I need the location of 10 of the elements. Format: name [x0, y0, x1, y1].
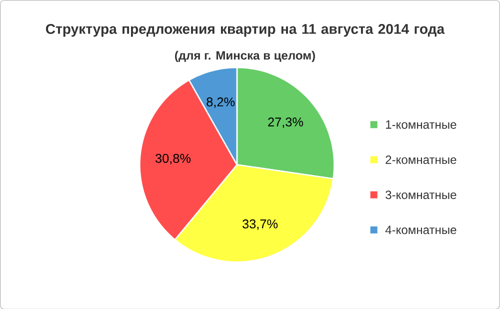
data-label: 8,2% [206, 97, 235, 108]
data-label: 30,8% [155, 154, 191, 164]
data-label: 27,3% [268, 117, 304, 128]
legend-label: 4-комнатные [385, 226, 456, 234]
chart-title: Структура предложения квартир на 11 августа 2014 года [46, 24, 445, 36]
data-label: 33,7% [242, 219, 278, 230]
legend-label: 1-комнатные [386, 120, 456, 129]
legend-label: 2-комнатные [386, 155, 456, 164]
chart-subtitle: (для г. Минска в целом) [175, 50, 315, 62]
legend-label: 3-комнатные [386, 190, 456, 199]
